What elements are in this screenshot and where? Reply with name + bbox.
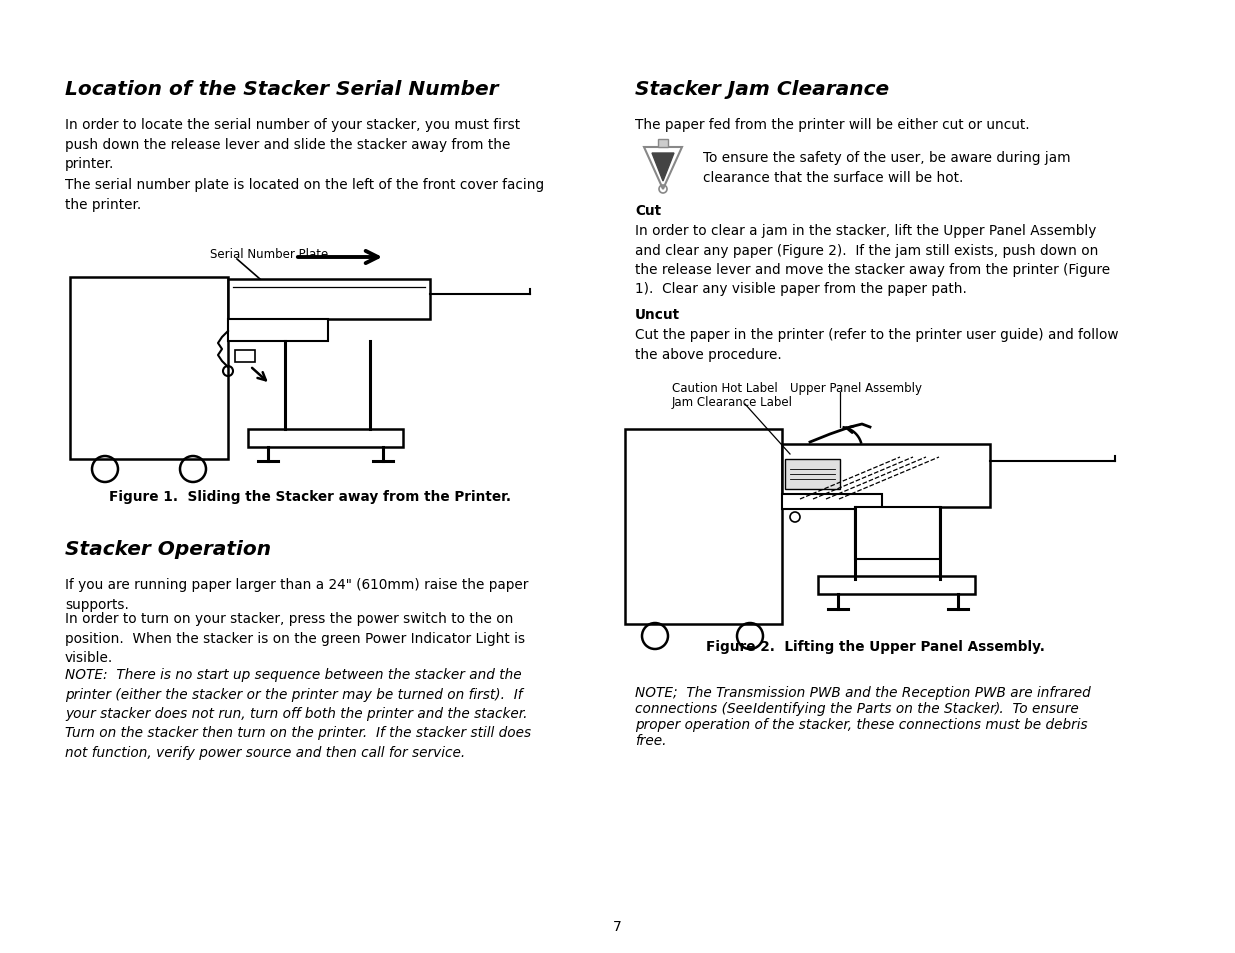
Bar (228, 319, 329, 341)
Bar (782, 495, 882, 510)
Text: If you are running paper larger than a 24" (610mm) raise the paper
supports.: If you are running paper larger than a 2… (65, 578, 529, 611)
Text: proper operation of the stacker, these connections must be debris: proper operation of the stacker, these c… (635, 718, 1088, 731)
Bar (782, 444, 990, 507)
Bar (658, 140, 668, 148)
Bar (248, 430, 403, 448)
Text: NOTE;  The Transmission PWB and the Reception PWB are infrared: NOTE; The Transmission PWB and the Recep… (635, 685, 1091, 700)
Text: In order to clear a jam in the stacker, lift the Upper Panel Assembly
and clear : In order to clear a jam in the stacker, … (635, 224, 1110, 296)
Text: In order to turn on your stacker, press the power switch to the on
position.  Wh: In order to turn on your stacker, press … (65, 612, 525, 664)
Text: Figure 1.  Sliding the Stacker away from the Printer.: Figure 1. Sliding the Stacker away from … (109, 490, 511, 503)
Text: The serial number plate is located on the left of the front cover facing
the pri: The serial number plate is located on th… (65, 178, 545, 212)
Text: Stacker Jam Clearance: Stacker Jam Clearance (635, 80, 889, 99)
Text: Caution Hot Label: Caution Hot Label (672, 381, 778, 395)
Text: Stacker Operation: Stacker Operation (65, 539, 272, 558)
Text: Cut the paper in the printer (refer to the printer user guide) and follow
the ab: Cut the paper in the printer (refer to t… (635, 328, 1119, 361)
Bar (70, 277, 228, 459)
Text: Serial Number Plate: Serial Number Plate (210, 248, 329, 261)
Polygon shape (652, 153, 674, 182)
Text: Location of the Stacker Serial Number: Location of the Stacker Serial Number (65, 80, 499, 99)
Text: Jam Clearance Label: Jam Clearance Label (672, 395, 793, 409)
Bar (785, 459, 840, 490)
Bar (855, 507, 940, 559)
Text: Uncut: Uncut (635, 308, 680, 322)
Text: ).  To ensure: ). To ensure (995, 701, 1079, 716)
Bar (625, 430, 782, 624)
Text: Figure 2.  Lifting the Upper Panel Assembly.: Figure 2. Lifting the Upper Panel Assemb… (705, 639, 1045, 654)
Text: In order to locate the serial number of your stacker, you must first
push down t: In order to locate the serial number of … (65, 118, 520, 171)
Text: free.: free. (635, 733, 667, 747)
Text: 7: 7 (613, 919, 621, 933)
Text: The paper fed from the printer will be either cut or uncut.: The paper fed from the printer will be e… (635, 118, 1030, 132)
Bar (818, 577, 974, 595)
Text: Identifying the Parts on the Stacker: Identifying the Parts on the Stacker (753, 701, 995, 716)
Text: NOTE:  There is no start up sequence between the stacker and the
printer (either: NOTE: There is no start up sequence betw… (65, 667, 531, 760)
Bar (228, 280, 430, 319)
Text: Cut: Cut (635, 204, 661, 218)
Text: To ensure the safety of the user, be aware during jam
clearance that the surface: To ensure the safety of the user, be awa… (703, 151, 1071, 184)
Text: Upper Panel Assembly: Upper Panel Assembly (790, 381, 923, 395)
Bar (235, 351, 254, 363)
Text: connections (See: connections (See (635, 701, 757, 716)
